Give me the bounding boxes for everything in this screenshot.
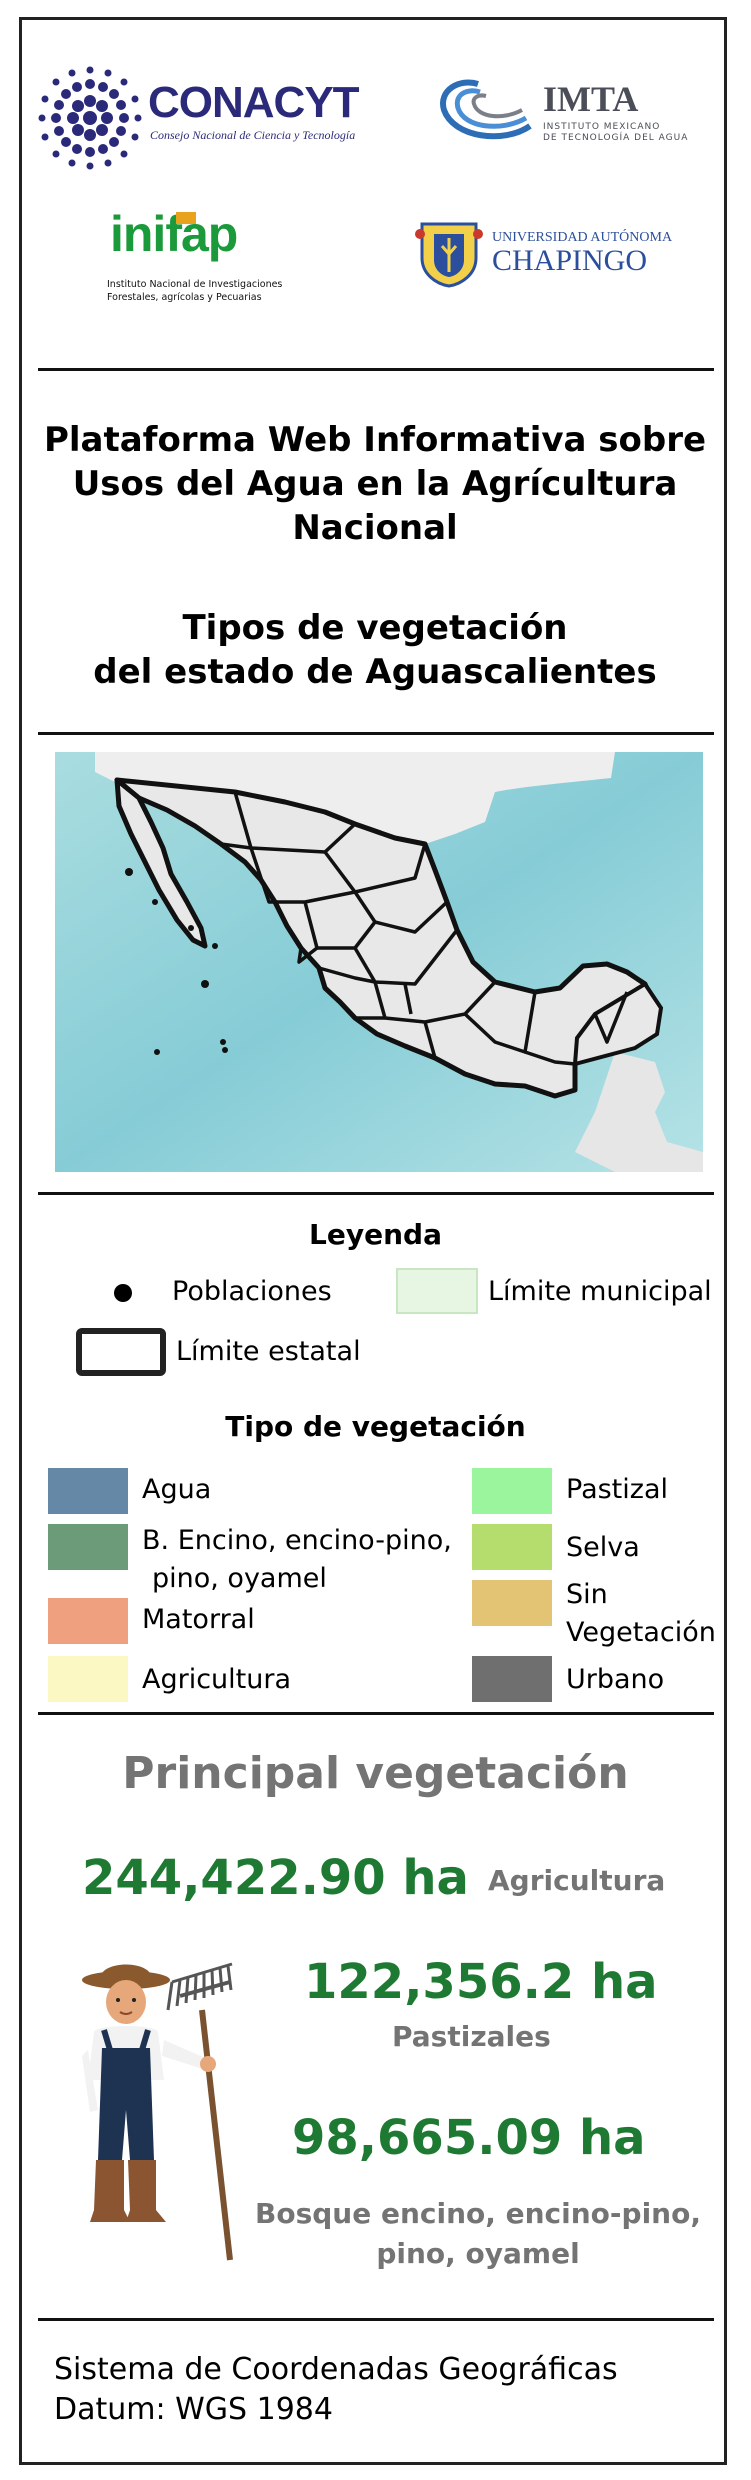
divider xyxy=(38,1192,714,1195)
legend-bosque-line1: B. Encino, encino-pino, xyxy=(142,1525,452,1556)
conacyt-logo-icon xyxy=(38,66,142,170)
legend-agricultura: Agricultura xyxy=(142,1664,292,1695)
footer: Sistema de Coordenadas Geográficas Datum… xyxy=(54,2350,618,2430)
inifap-subtitle: Instituto Nacional de Investigaciones Fo… xyxy=(107,278,282,304)
inifap-name: inifap xyxy=(110,206,238,262)
legend-urbano: Urbano xyxy=(566,1664,665,1695)
legend-limite-municipal: Límite municipal xyxy=(488,1276,712,1307)
imta-wave-icon xyxy=(440,79,532,140)
legend-matorral: Matorral xyxy=(142,1604,255,1635)
pastizales-value: 122,356.2 ha xyxy=(304,1954,658,2010)
bosque-value: 98,665.09 ha xyxy=(292,2110,646,2166)
divider xyxy=(38,2318,714,2321)
bosque-label-line1: Bosque encino, encino-pino, xyxy=(255,2197,701,2230)
legend-title: Leyenda xyxy=(309,1218,442,1251)
legend-pastizal: Pastizal xyxy=(566,1474,668,1505)
page-subtitle: Tipos de vegetación del estado de Aguasc… xyxy=(30,606,720,694)
inifap-accent-icon xyxy=(176,212,196,224)
agricultura-label: Agricultura xyxy=(488,1864,666,1897)
divider xyxy=(38,1712,714,1715)
mexico-map xyxy=(55,752,703,1172)
limite-municipal-swatch xyxy=(396,1268,478,1314)
pastizales-label: Pastizales xyxy=(392,2020,551,2053)
subtitle-line2: del estado de Aguascalientes xyxy=(93,652,657,692)
legend-bosque-line2: pino, oyamel xyxy=(152,1563,327,1594)
page-frame xyxy=(19,17,727,2465)
swatch-matorral xyxy=(48,1598,128,1644)
legend-poblaciones: Poblaciones xyxy=(172,1276,332,1307)
swatch-agua xyxy=(48,1468,128,1514)
bosque-label: Bosque encino, encino-pino, pino, oyamel xyxy=(228,2194,728,2274)
title-line1: Plataforma Web Informativa sobre xyxy=(43,420,707,460)
imta-subtitle: INSTITUTO MEXICANO DE TECNOLOGÍA DEL AGU… xyxy=(543,122,688,144)
agricultura-value: 244,422.90 ha xyxy=(82,1850,469,1906)
inifap-subtitle-line2: Forestales, agrícolas y Pecuarias xyxy=(107,292,262,303)
page-title: Plataforma Web Informativa sobre Usos de… xyxy=(30,418,720,550)
divider xyxy=(38,732,714,735)
chapingo-line1: UNIVERSIDAD AUTÓNOMA xyxy=(492,230,673,245)
swatch-pastizal xyxy=(472,1468,552,1514)
conacyt-name: CONACYT xyxy=(148,78,360,127)
subtitle-line1: Tipos de vegetación xyxy=(182,608,568,648)
imta-subtitle-line2: DE TECNOLOGÍA DEL AGUA xyxy=(543,133,689,143)
limite-estatal-swatch xyxy=(76,1328,166,1376)
divider xyxy=(38,368,714,371)
bosque-label-line2: pino, oyamel xyxy=(376,2237,580,2270)
legend-sin-vegetacion-line2: Vegetación xyxy=(566,1617,716,1648)
swatch-bosque xyxy=(48,1524,128,1570)
inifap-subtitle-line1: Instituto Nacional de Investigaciones xyxy=(107,279,283,290)
conacyt-subtitle: Consejo Nacional de Ciencia y Tecnología xyxy=(150,128,356,142)
legend-limite-estatal: Límite estatal xyxy=(176,1336,361,1367)
title-line2: Usos del Agua en la Agrícultura xyxy=(72,464,678,504)
poblaciones-dot-icon xyxy=(114,1284,132,1302)
legend-sin-vegetacion: Sin Vegetación xyxy=(566,1576,716,1652)
footer-line2: Datum: WGS 1984 xyxy=(54,2392,333,2427)
vegetation-title: Tipo de vegetación xyxy=(225,1410,526,1443)
swatch-selva xyxy=(472,1524,552,1570)
swatch-urbano xyxy=(472,1656,552,1702)
legend-bosque: B. Encino, encino-pino, pino, oyamel xyxy=(142,1522,452,1598)
farmer-icon xyxy=(82,1962,233,2261)
chapingo-line2: CHAPINGO xyxy=(492,244,648,277)
legend-sin-vegetacion-line1: Sin xyxy=(566,1579,608,1610)
legend-agua: Agua xyxy=(142,1474,212,1505)
footer-line1: Sistema de Coordenadas Geográficas xyxy=(54,2352,618,2387)
principal-title: Principal vegetación xyxy=(122,1748,629,1799)
imta-subtitle-line1: INSTITUTO MEXICANO xyxy=(543,122,661,132)
swatch-sin-vegetacion xyxy=(472,1580,552,1626)
chapingo-crest-icon xyxy=(415,222,483,288)
legend-selva: Selva xyxy=(566,1532,640,1563)
imta-name: IMTA xyxy=(543,79,639,119)
swatch-agricultura xyxy=(48,1656,128,1702)
title-line3: Nacional xyxy=(292,508,458,548)
